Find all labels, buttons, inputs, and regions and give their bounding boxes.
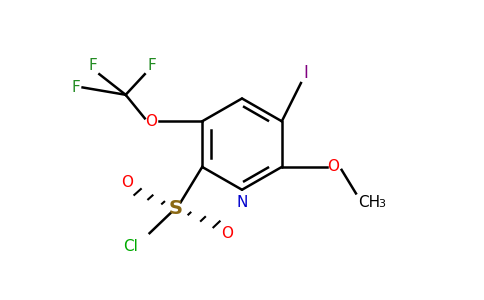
Text: N: N — [236, 195, 248, 210]
Text: O: O — [221, 226, 233, 241]
Text: F: F — [72, 80, 80, 95]
Text: CH: CH — [358, 195, 380, 210]
Text: F: F — [88, 58, 97, 73]
Text: O: O — [145, 114, 157, 129]
Text: F: F — [147, 58, 156, 73]
Text: I: I — [303, 64, 308, 82]
Text: O: O — [327, 159, 339, 174]
Text: S: S — [169, 199, 183, 218]
Text: Cl: Cl — [123, 239, 137, 254]
Text: 3: 3 — [378, 199, 385, 209]
Text: O: O — [121, 176, 133, 190]
